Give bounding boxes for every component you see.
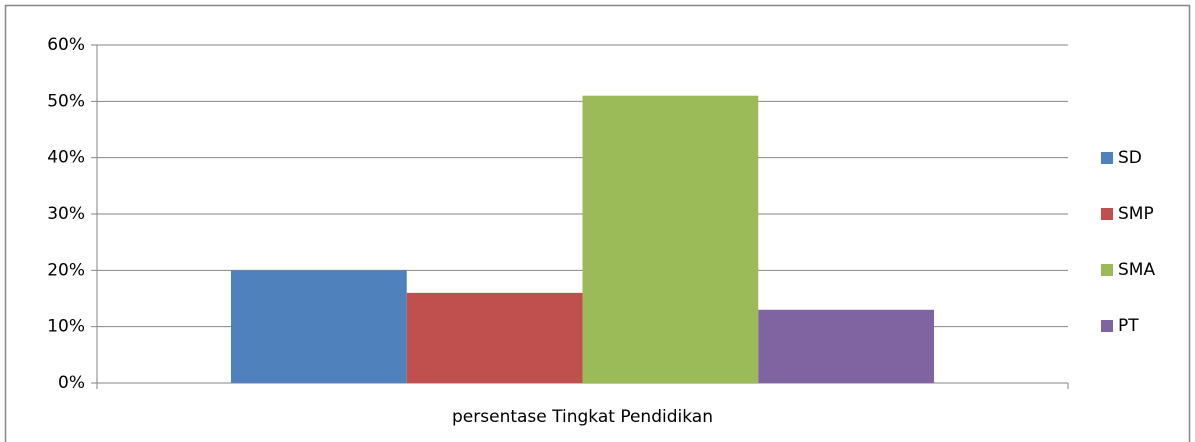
bar [230, 270, 407, 383]
legend-swatch [1101, 208, 1113, 220]
legend-swatch [1101, 320, 1113, 332]
bar [582, 95, 759, 383]
bar [406, 292, 583, 383]
y-tick-label: 10% [47, 317, 85, 337]
y-tick-label: 30% [47, 204, 85, 224]
legend-swatch [1101, 264, 1113, 276]
legend-label: SMA [1118, 260, 1155, 280]
y-tick-label: 50% [47, 91, 85, 111]
legend-swatch [1101, 152, 1113, 164]
x-tick-label: persentase Tingkat Pendidikan [452, 407, 713, 427]
y-tick-label: 40% [47, 148, 85, 168]
y-tick-label: 0% [58, 373, 85, 393]
y-tick-label: 60% [47, 35, 85, 55]
legend-label: PT [1118, 316, 1139, 336]
bar [758, 309, 935, 383]
legend-label: SD [1118, 148, 1142, 168]
legend-label: SMP [1118, 204, 1154, 224]
y-tick-label: 20% [47, 260, 85, 280]
